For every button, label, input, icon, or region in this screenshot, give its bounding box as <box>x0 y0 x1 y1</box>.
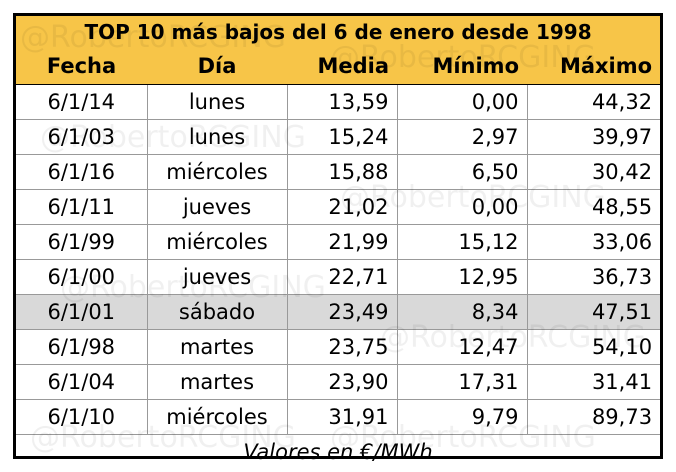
table-cell: 36,73 <box>526 259 661 295</box>
table-cell: 8,34 <box>396 294 528 330</box>
table-cell: miércoles <box>146 154 288 190</box>
table-cell: 12,95 <box>396 259 528 295</box>
table-row: 6/1/99 miércoles 21,99 15,12 33,06 <box>16 224 661 260</box>
table-cell: 39,97 <box>526 119 661 155</box>
table-cell: 15,12 <box>396 224 528 260</box>
table-cell: 6/1/98 <box>16 329 148 365</box>
table-cell: 6/1/16 <box>16 154 148 190</box>
table-cell: sábado <box>146 294 288 330</box>
table-cell: 23,75 <box>286 329 398 365</box>
table-cell: 15,88 <box>286 154 398 190</box>
table-cell: 6/1/03 <box>16 119 148 155</box>
table-cell: 0,00 <box>396 84 528 120</box>
table-cell: 30,42 <box>526 154 661 190</box>
table-row: 6/1/14 lunes 13,59 0,00 44,32 <box>16 84 661 120</box>
table-cell: 6/1/04 <box>16 364 148 400</box>
table-cell: 6/1/10 <box>16 399 148 435</box>
table-cell: lunes <box>146 84 288 120</box>
table-cell: 33,06 <box>526 224 661 260</box>
table-cell: 54,10 <box>526 329 661 365</box>
column-header: Máximo <box>527 48 661 85</box>
table-cell: 6/1/01 <box>16 294 148 330</box>
table-cell: 0,00 <box>396 189 528 225</box>
column-header: Media <box>287 48 397 85</box>
table-cell: 6,50 <box>396 154 528 190</box>
column-header: Día <box>147 48 287 85</box>
table-cell: jueves <box>146 189 288 225</box>
table-cell: 23,49 <box>286 294 398 330</box>
table-cell: 89,73 <box>526 399 661 435</box>
table-cell: 6/1/14 <box>16 84 148 120</box>
table-cell: 48,55 <box>526 189 661 225</box>
table-cell: 23,90 <box>286 364 398 400</box>
table: TOP 10 más bajos del 6 de enero desde 19… <box>16 16 661 468</box>
table-cell: miércoles <box>146 224 288 260</box>
table-cell: 44,32 <box>526 84 661 120</box>
table-cell: 22,71 <box>286 259 398 295</box>
footer-note: Valores en €/MWh <box>16 434 661 468</box>
table-row: 6/1/04 martes 23,90 17,31 31,41 <box>16 364 661 400</box>
table-cell: 47,51 <box>526 294 661 330</box>
table-row: 6/1/16 miércoles 15,88 6,50 30,42 <box>16 154 661 190</box>
table-cell: miércoles <box>146 399 288 435</box>
table-cell: 2,97 <box>396 119 528 155</box>
table-cell: 31,41 <box>526 364 661 400</box>
column-header: Fecha <box>16 48 147 85</box>
table-row: 6/1/98 martes 23,75 12,47 54,10 <box>16 329 661 365</box>
table-cell: 17,31 <box>396 364 528 400</box>
table-cell: 6/1/00 <box>16 259 148 295</box>
table-cell: 9,79 <box>396 399 528 435</box>
table-cell: martes <box>146 364 288 400</box>
table-cell: 6/1/99 <box>16 224 148 260</box>
table-title: TOP 10 más bajos del 6 de enero desde 19… <box>16 16 661 48</box>
table-row: 6/1/01 sábado 23,49 8,34 47,51 <box>16 294 661 330</box>
table-frame: TOP 10 más bajos del 6 de enero desde 19… <box>13 13 663 468</box>
table-cell: 13,59 <box>286 84 398 120</box>
column-header: Mínimo <box>397 48 527 85</box>
table-row: 6/1/10 miércoles 31,91 9,79 89,73 <box>16 399 661 435</box>
table-cell: lunes <box>146 119 288 155</box>
table-cell: martes <box>146 329 288 365</box>
table-row: 6/1/03 lunes 15,24 2,97 39,97 <box>16 119 661 155</box>
table-cell: 12,47 <box>396 329 528 365</box>
table-row: 6/1/00 jueves 22,71 12,95 36,73 <box>16 259 661 295</box>
table-cell: 6/1/11 <box>16 189 148 225</box>
table-cell: 31,91 <box>286 399 398 435</box>
table-row: 6/1/11 jueves 21,02 0,00 48,55 <box>16 189 661 225</box>
table-cell: jueves <box>146 259 288 295</box>
table-cell: 21,99 <box>286 224 398 260</box>
table-cell: 15,24 <box>286 119 398 155</box>
table-cell: 21,02 <box>286 189 398 225</box>
